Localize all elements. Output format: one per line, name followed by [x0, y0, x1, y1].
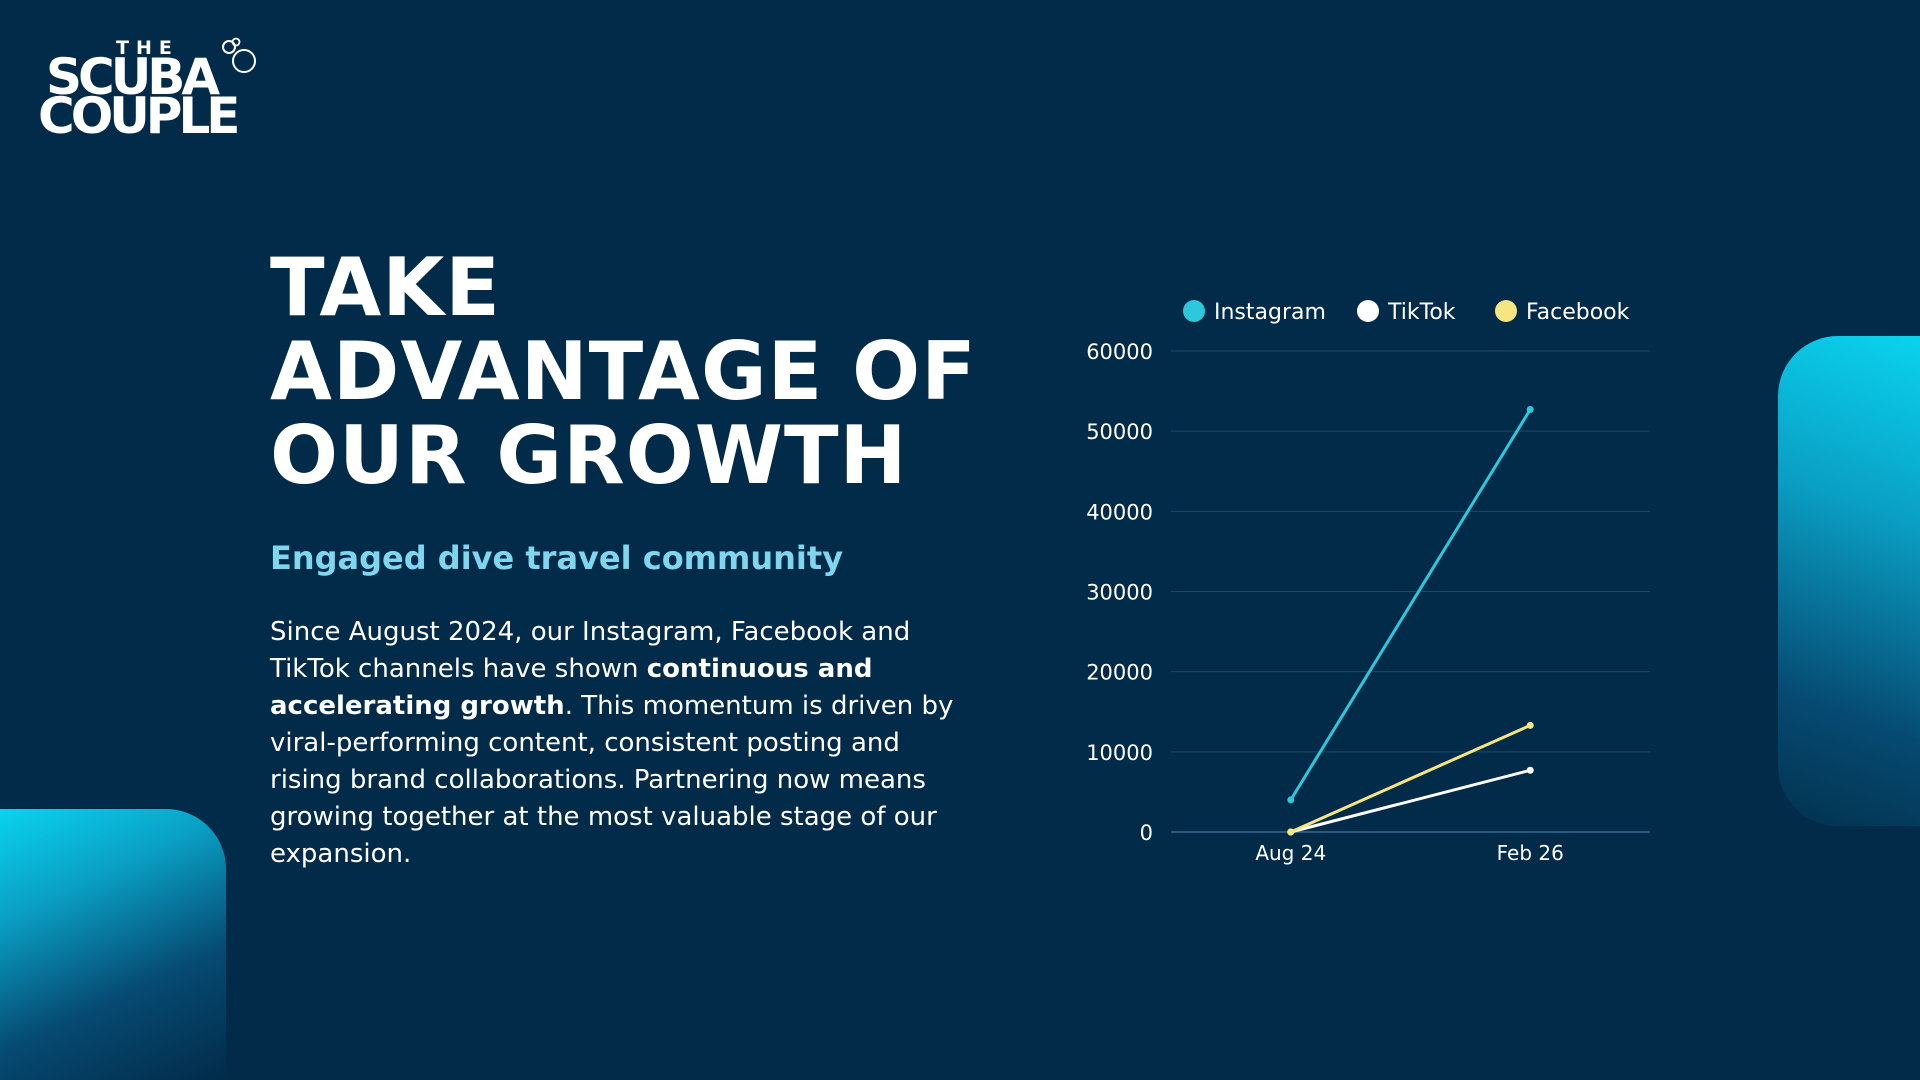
data-point-tiktok-1	[1526, 766, 1534, 774]
bubbles-icon	[222, 37, 256, 73]
subheading: Engaged dive travel community	[270, 539, 844, 577]
series-line-instagram	[1289, 408, 1532, 802]
body-text-part-1: Since August 2024, our Instagram, Facebo…	[270, 617, 911, 684]
y-tick-label-30000: 30000	[1086, 581, 1153, 605]
y-tick-label-50000: 50000	[1086, 420, 1153, 444]
legend-marker-instagram	[1183, 300, 1205, 322]
logo-text-the: THE	[116, 37, 179, 59]
decorative-gradient-block-left	[0, 809, 226, 1080]
growth-line-chart: 0 10000 20000 30000 40000 50000 60000 Aug 24 Feb…	[1086, 300, 1650, 865]
headline-line-3: OUR GROWTH	[270, 409, 908, 502]
x-tick-label-feb-26: Feb 26	[1497, 841, 1564, 865]
legend-label-tiktok: TikTok	[1387, 300, 1456, 325]
body-paragraph: Since August 2024, our Instagram, Facebo…	[270, 614, 970, 873]
data-point-instagram-0	[1287, 796, 1295, 804]
legend-label-facebook: Facebook	[1526, 300, 1630, 325]
logo-text-scuba: SCUBA	[46, 48, 220, 106]
scuba-couple-logo: THE SCUBA COUPLE	[38, 34, 270, 144]
y-tick-label-20000: 20000	[1086, 661, 1153, 685]
decorative-gradient-block-right	[1778, 336, 1920, 826]
data-point-facebook-1	[1526, 721, 1534, 729]
y-tick-label-40000: 40000	[1086, 500, 1153, 524]
y-tick-label-60000: 60000	[1086, 340, 1153, 364]
legend-marker-tiktok	[1357, 300, 1379, 322]
page-headline: TAKE ADVANTAGE OF OUR GROWTH	[270, 246, 1010, 498]
legend-marker-facebook	[1495, 300, 1517, 322]
headline-line-2: ADVANTAGE OF	[270, 325, 977, 418]
y-tick-label-10000: 10000	[1086, 741, 1153, 765]
y-tick-label-0: 0	[1140, 821, 1153, 845]
data-point-instagram-1	[1526, 406, 1534, 414]
headline-line-1: TAKE	[270, 241, 501, 334]
x-tick-label-aug-24: Aug 24	[1255, 841, 1326, 865]
data-point-facebook-0	[1287, 828, 1295, 836]
legend-label-instagram: Instagram	[1214, 300, 1326, 325]
series-line-facebook	[1289, 723, 1532, 834]
series-line-tiktok	[1289, 768, 1532, 834]
logo-text-couple: COUPLE	[38, 87, 240, 145]
body-text-bold: continuous and accelerating growth	[270, 654, 873, 721]
body-text-part-2: . This momentum is driven by viral-perfo…	[270, 691, 954, 869]
